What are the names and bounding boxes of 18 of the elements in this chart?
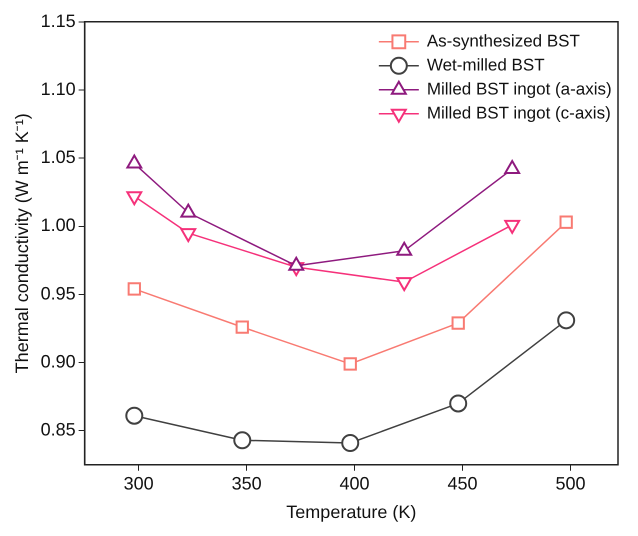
y-tick-label: 0.95 [40, 283, 76, 304]
y-tick-label: 1.00 [40, 215, 76, 236]
x-tick-label: 300 [124, 474, 154, 494]
y-tick-label: 1.10 [40, 78, 76, 99]
y-tick-label: 0.90 [40, 352, 76, 372]
y-axis-title: Thermal conductivity (W m⁻¹ K⁻¹) [12, 113, 32, 374]
x-axis-title: Temperature (K) [286, 502, 416, 522]
x-tick-label: 350 [232, 474, 262, 494]
legend-label: Milled BST ingot (c-axis) [426, 103, 611, 122]
y-tick-label: 1.05 [40, 147, 76, 168]
legend-label: Milled BST ingot (a-axis) [426, 79, 612, 98]
x-tick-label: 450 [448, 474, 478, 494]
legend-label: Wet-milled BST [426, 55, 545, 74]
y-tick-label: 1.15 [40, 10, 76, 31]
legend-label: As-synthesized BST [426, 31, 580, 50]
x-tick-label: 500 [555, 474, 586, 494]
y-tick-label: 0.85 [40, 420, 76, 440]
x-tick-label: 400 [340, 474, 370, 494]
